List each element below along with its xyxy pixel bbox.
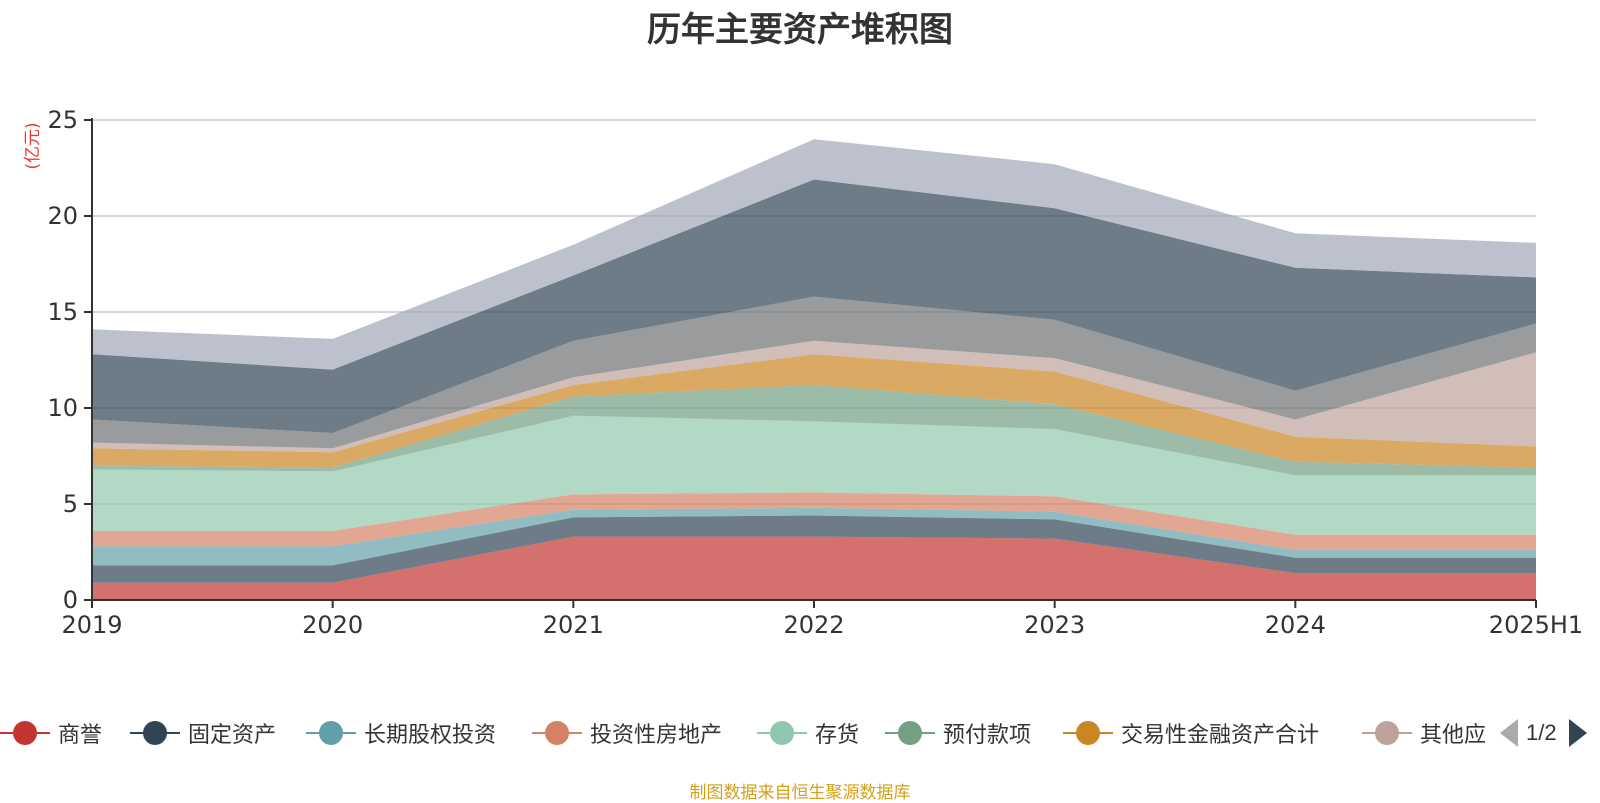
x-tick-label: 2023	[1024, 611, 1085, 639]
legend-label: 其他应	[1420, 723, 1487, 748]
area-series-2	[92, 507, 1536, 566]
area-series-4	[92, 415, 1536, 535]
area-series-9	[92, 179, 1536, 433]
legend-marker-icon	[885, 720, 935, 746]
legend-label: 存货	[815, 723, 860, 748]
chart-title: 历年主要资产堆积图	[647, 10, 953, 50]
legend-marker-icon	[306, 720, 356, 746]
area-series-5	[92, 385, 1536, 476]
legend-label: 预付款项	[943, 723, 1032, 748]
legend: 商誉 固定资产 长期股权投资 投资性房地产 存货 预付款项 交易性金融资产合计 其他应	[0, 716, 1600, 756]
legend-item[interactable]: 投资性房地产	[532, 716, 722, 750]
legend-marker-icon	[0, 720, 50, 746]
y-tick-label: 10	[47, 394, 78, 422]
area-series-10	[92, 139, 1536, 370]
legend-marker-icon	[532, 720, 582, 746]
legend-next-arrow-icon[interactable]	[1568, 719, 1587, 747]
legend-item[interactable]: 预付款项	[885, 716, 1031, 750]
area-series-6	[92, 354, 1536, 468]
legend-label: 投资性房地产	[590, 723, 723, 748]
legend-item[interactable]: 其他应	[1362, 716, 1486, 750]
legend-page-indicator: 1/2	[1526, 720, 1557, 745]
legend-prev-arrow-icon[interactable]	[1500, 719, 1518, 747]
legend-label: 固定资产	[188, 723, 277, 748]
legend-marker-icon	[757, 720, 807, 746]
area-series-3	[92, 492, 1536, 551]
x-tick-label: 2020	[302, 611, 363, 639]
x-tick-label: 2021	[543, 611, 604, 639]
y-tick-label: 0	[63, 586, 78, 614]
y-axis-unit-label: (亿元)	[23, 122, 43, 169]
area-series-0	[92, 536, 1536, 600]
legend-item[interactable]: 固定资产	[130, 716, 276, 750]
x-tick-label: 2025H1	[1489, 611, 1583, 639]
legend-label: 长期股权投资	[364, 723, 497, 748]
y-tick-label: 15	[47, 298, 78, 326]
area-series-8	[92, 296, 1536, 449]
legend-label: 交易性金融资产合计	[1121, 723, 1320, 748]
stacked-area-chart: 0 5 10 15 20 25 2019 2020 2021 2022 2023 2024 2025H1…	[23, 106, 1583, 639]
legend-item[interactable]: 商誉	[0, 716, 102, 750]
y-tick-label: 20	[47, 202, 78, 230]
y-tick-label: 25	[47, 106, 78, 134]
legend-marker-icon	[1063, 720, 1113, 746]
x-tick-label: 2019	[61, 611, 122, 639]
legend-item[interactable]: 交易性金融资产合计	[1063, 716, 1319, 750]
y-tick-label: 5	[63, 490, 78, 518]
x-tick-label: 2024	[1265, 611, 1326, 639]
x-tick-label: 2022	[783, 611, 844, 639]
legend-marker-icon	[1362, 720, 1412, 746]
data-source-note: 制图数据来自恒生聚源数据库	[689, 783, 911, 803]
legend-pager: 1/2	[1500, 716, 1587, 750]
legend-item[interactable]: 存货	[757, 716, 859, 750]
area-series-1	[92, 515, 1536, 583]
legend-item[interactable]: 长期股权投资	[306, 716, 496, 750]
legend-label: 商誉	[58, 723, 103, 748]
legend-marker-icon	[130, 720, 180, 746]
